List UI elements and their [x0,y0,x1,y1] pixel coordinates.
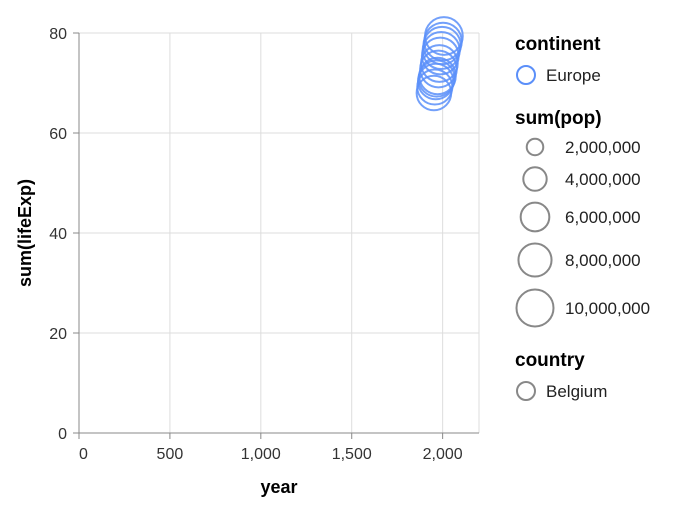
y-axis-title: sum(lifeExp) [15,179,35,287]
legend-continent-label: Europe [546,66,601,85]
legend-size-symbol [519,201,551,233]
legend-size-items: 2,000,000 4,000,000 6,000,000 8,000,000 10,0… [515,137,650,328]
legend-size-label: 2,000,000 [565,138,641,157]
legend-size-symbol [522,166,548,192]
legend-continent-items: Europe [516,65,601,85]
legend-size-title: sum(pop) [515,108,602,129]
y-tick-label: 20 [49,326,67,343]
x-tick-label: 500 [157,446,184,463]
legend-size-symbol [525,137,545,157]
x-tick-label: 1,000 [241,446,281,463]
legend-size-symbol [515,288,555,328]
legend-continent-title: continent [515,34,601,55]
y-tick-label: 0 [58,426,67,443]
x-tick-label: 2,000 [423,446,463,463]
legend-size-label: 10,000,000 [565,299,650,318]
y-tick-label: 60 [49,126,67,143]
legend-country-symbol [516,381,536,401]
legend-country-items: Belgium [516,381,607,401]
legend-size-label: 8,000,000 [565,251,641,270]
legend-continent-symbol [516,65,536,85]
tick-marks [73,32,444,439]
y-tick-label: 40 [49,226,67,243]
data-point [424,16,464,56]
legend-size-label: 6,000,000 [565,208,641,227]
y-tick-labels: 0 20 40 60 80 [49,26,67,443]
x-tick-label: 0 [79,446,88,463]
x-tick-label: 1,500 [332,446,372,463]
legend-country-label: Belgium [546,382,607,401]
legend-size-label: 4,000,000 [565,170,641,189]
x-axis-title: year [260,477,297,497]
x-tick-labels: 0 500 1,000 1,500 2,000 [79,446,463,463]
legend: continent Europe sum(pop) 2,000,000 4,000… [515,34,650,401]
y-tick-label: 80 [49,26,67,43]
data-points [415,16,464,112]
legend-country-title: country [515,350,585,371]
legend-size-symbol [517,242,553,278]
